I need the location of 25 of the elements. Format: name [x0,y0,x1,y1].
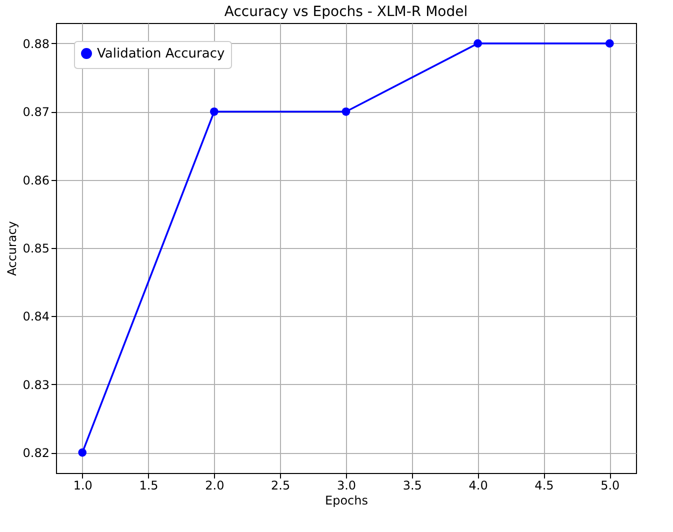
x-axis-title: Epochs [325,494,368,508]
legend-label: Validation Accuracy [97,46,225,62]
y-tick-label: 0.86 [22,173,50,188]
x-tick-label: 1.5 [139,478,158,492]
point [210,107,218,116]
x-tick-label: 2.5 [271,478,290,492]
x-tick-label: 4.0 [468,478,488,492]
chart-title: Accuracy vs Epochs - XLM-R Model [224,4,468,20]
x-tick-label: 5.0 [600,478,620,492]
x-tick-label: 3.5 [402,478,422,492]
y-axis-title: Accuracy [4,221,19,276]
x-tick-label: 4.5 [534,478,554,492]
y-tick-label: 0.82 [22,446,50,460]
y-tick-label: 0.85 [22,242,50,256]
point [605,39,614,48]
x-tick-label: 3.0 [336,478,356,492]
y-tick-label: 0.83 [22,378,50,392]
x-tick-label: 2.0 [205,478,224,492]
y-tick-label: 0.84 [22,310,50,324]
point [78,448,87,457]
y-tick-label: 0.87 [22,105,50,120]
point [342,107,350,116]
y-tick-label: 0.88 [22,36,50,51]
point [474,39,482,48]
x-tick-label: 1.0 [73,478,92,492]
